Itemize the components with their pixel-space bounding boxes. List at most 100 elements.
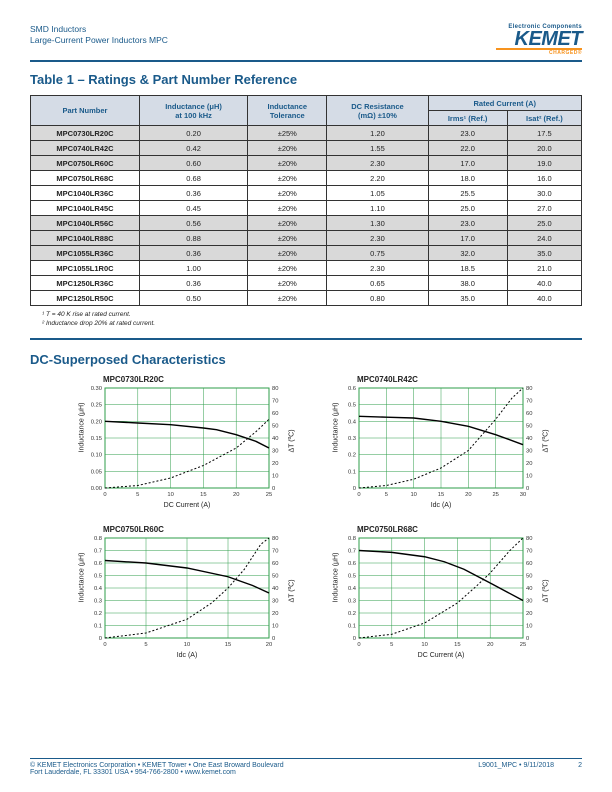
svg-text:20: 20 xyxy=(272,461,278,467)
svg-text:0: 0 xyxy=(99,636,102,642)
table-row: MPC1250LR36C0.36±20%0.6538.040.0 xyxy=(31,276,582,291)
chart-title: MPC0730LR20C xyxy=(103,375,281,384)
y-axis-label: Inductance (μH) xyxy=(79,443,86,453)
svg-text:60: 60 xyxy=(526,411,532,417)
th-rated: Rated Current (A) xyxy=(428,96,581,111)
svg-text:0.1: 0.1 xyxy=(348,470,356,476)
svg-text:70: 70 xyxy=(272,399,278,405)
svg-text:5: 5 xyxy=(136,492,139,498)
cell-tol: ±20% xyxy=(248,216,327,231)
cell-tol: ±20% xyxy=(248,276,327,291)
svg-text:0: 0 xyxy=(353,486,356,492)
cell-irms: 18.5 xyxy=(428,261,507,276)
cell-tol: ±20% xyxy=(248,186,327,201)
cell-tol: ±20% xyxy=(248,231,327,246)
table-row: MPC1040LR45C0.45±20%1.1025.027.0 xyxy=(31,201,582,216)
cell-dcr: 1.10 xyxy=(327,201,428,216)
svg-text:0.1: 0.1 xyxy=(348,624,356,630)
svg-text:0.05: 0.05 xyxy=(91,470,102,476)
cell-isat: 25.0 xyxy=(507,216,581,231)
cell-tol: ±20% xyxy=(248,141,327,156)
x-axis-label: Idc (A) xyxy=(359,502,523,509)
footnote-2: ² Inductance drop 20% at rated current. xyxy=(42,319,582,328)
svg-text:50: 50 xyxy=(526,424,532,430)
cell-isat: 19.0 xyxy=(507,156,581,171)
footer-right: L9001_MPC • 9/11/2018 xyxy=(478,762,554,769)
header-left: SMD Inductors Large-Current Power Induct… xyxy=(30,24,168,47)
svg-text:15: 15 xyxy=(438,492,444,498)
svg-text:40: 40 xyxy=(272,586,278,592)
svg-text:60: 60 xyxy=(526,561,532,567)
svg-text:0.25: 0.25 xyxy=(91,403,102,409)
cell-pn: MPC0750LR68C xyxy=(31,171,140,186)
svg-text:5: 5 xyxy=(144,642,147,648)
svg-text:0: 0 xyxy=(526,486,529,492)
brand-logo: KEMET xyxy=(496,30,582,48)
x-axis-label: DC Current (A) xyxy=(359,652,523,659)
chart: MPC0750LR68CInductance (μH)051015202500.… xyxy=(331,525,535,659)
svg-text:0.2: 0.2 xyxy=(348,453,356,459)
cell-tol: ±20% xyxy=(248,201,327,216)
y2-axis-label: ΔT (ºC) xyxy=(289,593,296,603)
cell-ind: 0.60 xyxy=(139,156,247,171)
cell-tol: ±20% xyxy=(248,291,327,306)
table-footnotes: ¹ T = 40 K rise at rated current. ² Indu… xyxy=(42,310,582,328)
svg-text:0.6: 0.6 xyxy=(348,386,356,392)
svg-text:25: 25 xyxy=(266,492,272,498)
cell-irms: 17.0 xyxy=(428,156,507,171)
svg-text:30: 30 xyxy=(526,599,532,605)
table-row: MPC1250LR50C0.50±20%0.8035.040.0 xyxy=(31,291,582,306)
svg-text:50: 50 xyxy=(272,424,278,430)
cell-tol: ±25% xyxy=(248,126,327,141)
cell-irms: 23.0 xyxy=(428,216,507,231)
y2-axis-label: ΔT (ºC) xyxy=(543,443,550,453)
svg-text:0.20: 0.20 xyxy=(91,420,102,426)
svg-text:0.2: 0.2 xyxy=(94,611,102,617)
svg-text:10: 10 xyxy=(526,624,532,630)
table-row: MPC1040LR88C0.88±20%2.3017.024.0 xyxy=(31,231,582,246)
cell-isat: 21.0 xyxy=(507,261,581,276)
cell-irms: 25.0 xyxy=(428,201,507,216)
chart-title: MPC0750LR68C xyxy=(357,525,535,534)
svg-text:70: 70 xyxy=(526,549,532,555)
header-line2: Large-Current Power Inductors MPC xyxy=(30,35,168,46)
cell-ind: 0.36 xyxy=(139,246,247,261)
page-header: SMD Inductors Large-Current Power Induct… xyxy=(30,24,582,56)
cell-pn: MPC1040LR36C xyxy=(31,186,140,201)
footer-page: 2 xyxy=(578,762,582,769)
cell-isat: 35.0 xyxy=(507,246,581,261)
svg-text:10: 10 xyxy=(184,642,190,648)
svg-text:20: 20 xyxy=(465,492,471,498)
cell-ind: 0.88 xyxy=(139,231,247,246)
svg-text:0.4: 0.4 xyxy=(94,586,103,592)
svg-text:5: 5 xyxy=(385,492,388,498)
svg-text:0.1: 0.1 xyxy=(94,624,102,630)
footnote-1: ¹ T = 40 K rise at rated current. xyxy=(42,310,582,319)
table-row: MPC0730LR20C0.20±25%1.2023.017.5 xyxy=(31,126,582,141)
svg-text:10: 10 xyxy=(526,474,532,480)
svg-text:10: 10 xyxy=(410,492,416,498)
y-axis-label: Inductance (μH) xyxy=(79,593,86,603)
svg-text:20: 20 xyxy=(233,492,239,498)
cell-dcr: 2.20 xyxy=(327,171,428,186)
footer-rule xyxy=(30,758,582,759)
svg-text:0: 0 xyxy=(357,642,360,648)
header-line1: SMD Inductors xyxy=(30,24,168,35)
cell-irms: 35.0 xyxy=(428,291,507,306)
cell-isat: 30.0 xyxy=(507,186,581,201)
th-irms: Irms¹ (Ref.) xyxy=(428,111,507,126)
svg-text:80: 80 xyxy=(526,386,532,392)
svg-text:40: 40 xyxy=(272,436,278,442)
cell-pn: MPC1040LR45C xyxy=(31,201,140,216)
page-footer: © KEMET Electronics Corporation • KEMET … xyxy=(30,758,582,776)
svg-text:0: 0 xyxy=(357,492,360,498)
svg-text:15: 15 xyxy=(225,642,231,648)
svg-text:0.30: 0.30 xyxy=(91,386,102,392)
cell-ind: 0.56 xyxy=(139,216,247,231)
svg-text:0.3: 0.3 xyxy=(348,436,356,442)
svg-text:0.8: 0.8 xyxy=(348,536,356,542)
cell-dcr: 1.55 xyxy=(327,141,428,156)
cell-pn: MPC1055L1R0C xyxy=(31,261,140,276)
cell-irms: 25.5 xyxy=(428,186,507,201)
cell-ind: 0.50 xyxy=(139,291,247,306)
